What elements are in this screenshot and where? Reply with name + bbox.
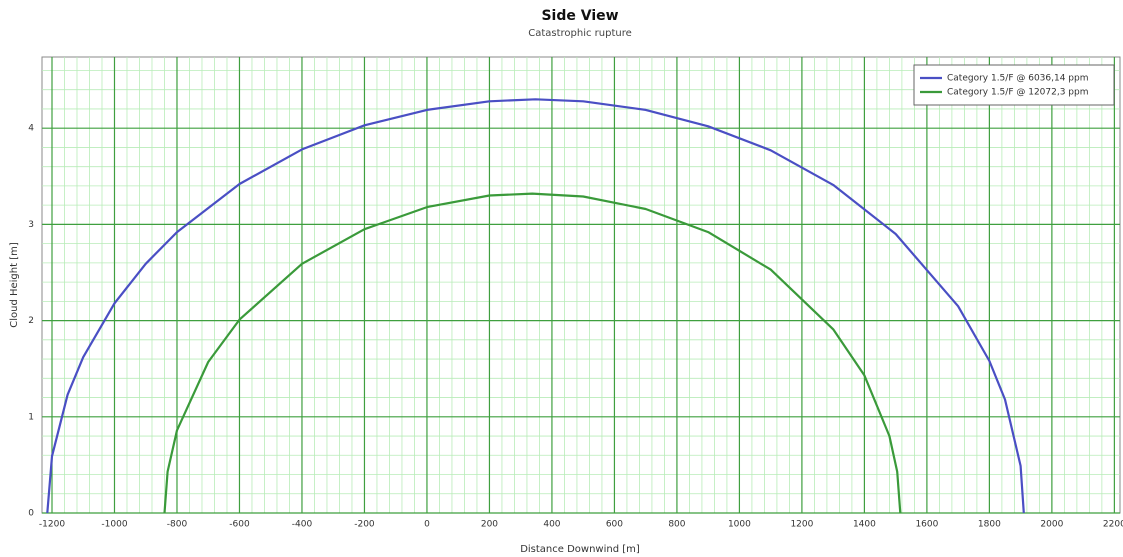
x-tick-label: 2000 [1040, 520, 1063, 530]
chart-title: Side View [541, 8, 618, 24]
x-tick-label: 1800 [978, 520, 1001, 530]
x-tick-label: 800 [668, 520, 685, 530]
x-tick-label: -400 [292, 520, 313, 530]
y-tick-label: 4 [28, 124, 34, 134]
x-tick-label: -800 [167, 520, 188, 530]
chart-subtitle: Catastrophic rupture [528, 28, 632, 39]
x-axis-label: Distance Downwind [m] [520, 544, 640, 555]
y-tick-label: 2 [28, 316, 34, 326]
x-tick-label: 200 [481, 520, 498, 530]
y-tick-label: 1 [28, 412, 34, 422]
x-tick-label: 1600 [915, 520, 938, 530]
series-line [46, 98, 1025, 514]
legend-label: Category 1.5/F @ 12072,3 ppm [947, 88, 1089, 98]
plot-area [41, 56, 1121, 514]
x-tick-label: -1000 [101, 520, 127, 530]
legend-label: Category 1.5/F @ 6036,14 ppm [947, 74, 1089, 84]
x-tick-label: 600 [606, 520, 623, 530]
x-tick-label: -600 [229, 520, 250, 530]
x-tick-label: 1200 [790, 520, 813, 530]
x-tick-label: -200 [354, 520, 375, 530]
x-tick-label: 1000 [728, 520, 751, 530]
x-tick-label: 1400 [853, 520, 876, 530]
x-tick-label: 400 [543, 520, 560, 530]
y-tick-label: 0 [28, 509, 34, 519]
x-tick-label: -1200 [39, 520, 65, 530]
series-line [163, 192, 902, 514]
y-tick-label: 3 [28, 220, 34, 230]
y-axis-label: Cloud Height [m] [9, 242, 20, 328]
x-tick-label: 2200 [1103, 520, 1123, 530]
legend: Category 1.5/F @ 6036,14 ppm Category 1.5… [913, 64, 1115, 106]
x-tick-label: 0 [424, 520, 430, 530]
legend-box [913, 64, 1115, 106]
